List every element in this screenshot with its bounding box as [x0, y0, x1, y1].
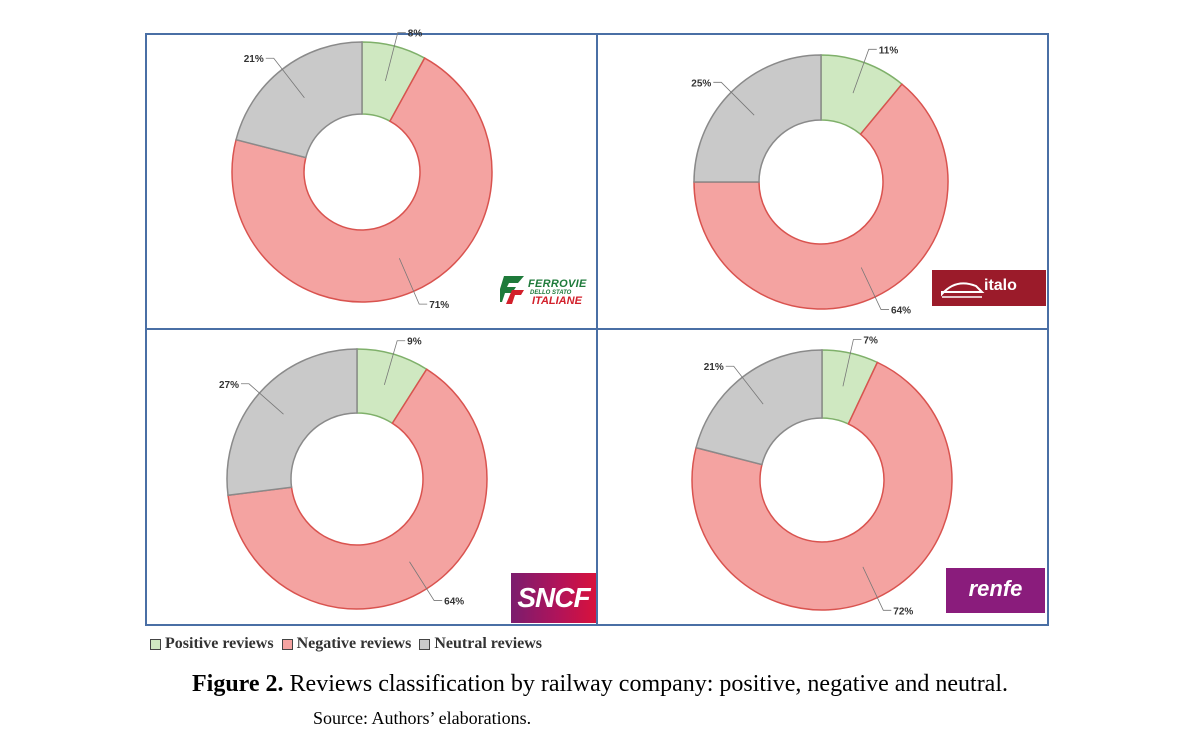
ferrovie-italiane-logo: FERROVIE DELLO STATO ITALIANE — [500, 272, 598, 312]
italo-logo-text: italo — [984, 277, 1017, 294]
slice-label-negative: 64% — [444, 597, 464, 608]
donut-slice-negative — [227, 368, 488, 610]
leader-line-negative — [409, 561, 443, 601]
leader-line-positive — [384, 32, 406, 82]
slice-label-positive: 7% — [863, 335, 878, 346]
legend-label-neutral: Neutral reviews — [434, 635, 543, 652]
leader-line-negative — [860, 267, 890, 310]
slice-label-neutral: 21% — [244, 54, 264, 65]
renfe-logo-text: renfe — [968, 576, 1023, 601]
legend-swatch-neutral — [419, 638, 431, 650]
chart-legend: Positive reviews Negative reviews Neutra… — [150, 633, 542, 655]
legend-label-positive: Positive reviews — [165, 635, 274, 652]
renfe-logo: renfe — [946, 568, 1045, 613]
slice-label-neutral: 21% — [704, 362, 724, 373]
leader-line-neutral — [265, 57, 305, 98]
figure-caption-label: Figure 2. — [192, 671, 284, 697]
sncf-logo-text: SNCF — [517, 582, 590, 613]
fs-logo-line2: DELLO STATO — [530, 290, 572, 296]
slice-label-positive: 11% — [879, 45, 899, 56]
legend-item-positive: Positive reviews — [150, 635, 274, 653]
leader-line-neutral — [713, 81, 755, 116]
italo-train-icon — [941, 282, 985, 298]
slice-label-positive: 8% — [408, 29, 423, 40]
fs-logo-line1: FERROVIE — [528, 278, 587, 290]
legend-swatch-negative — [281, 638, 293, 650]
donut-slice-negative — [691, 361, 953, 611]
slice-label-negative: 71% — [429, 300, 449, 311]
leader-line-neutral — [725, 365, 764, 405]
donut-slice-neutral — [226, 348, 358, 497]
leader-line-positive — [842, 339, 862, 387]
leader-line-neutral — [240, 383, 284, 415]
donut-slice-neutral — [695, 349, 823, 466]
figure-caption: Figure 2. Reviews classification by rail… — [0, 671, 1200, 698]
slice-label-neutral: 25% — [691, 78, 711, 89]
legend-item-negative: Negative reviews — [281, 635, 412, 653]
slice-label-negative: 72% — [893, 606, 913, 617]
figure-caption-text: Reviews classification by railway compan… — [283, 671, 1008, 697]
fs-logo-line3: ITALIANE — [532, 295, 582, 307]
donut-slice-negative — [231, 57, 493, 303]
sncf-logo: SNCF — [511, 573, 596, 623]
italo-logo: italo — [932, 270, 1046, 306]
leader-line-negative — [398, 258, 428, 305]
donut-slice-neutral — [693, 54, 822, 183]
fs-mark-icon — [500, 276, 524, 304]
slice-label-negative: 64% — [891, 306, 911, 317]
slice-label-positive: 9% — [407, 337, 422, 348]
panel-divider-horizontal — [145, 328, 1049, 330]
legend-label-negative: Negative reviews — [296, 635, 412, 652]
legend-swatch-positive — [150, 638, 161, 650]
donut-slice-neutral — [235, 41, 363, 159]
slice-label-neutral: 27% — [219, 380, 239, 391]
leader-line-positive — [852, 48, 877, 94]
donut-slice-negative — [693, 83, 949, 310]
legend-item-neutral: Neutral reviews — [419, 635, 542, 653]
leader-line-negative — [862, 566, 892, 611]
figure-source: Source: Authors’ elaborations. — [313, 708, 532, 728]
leader-line-positive — [383, 340, 406, 386]
